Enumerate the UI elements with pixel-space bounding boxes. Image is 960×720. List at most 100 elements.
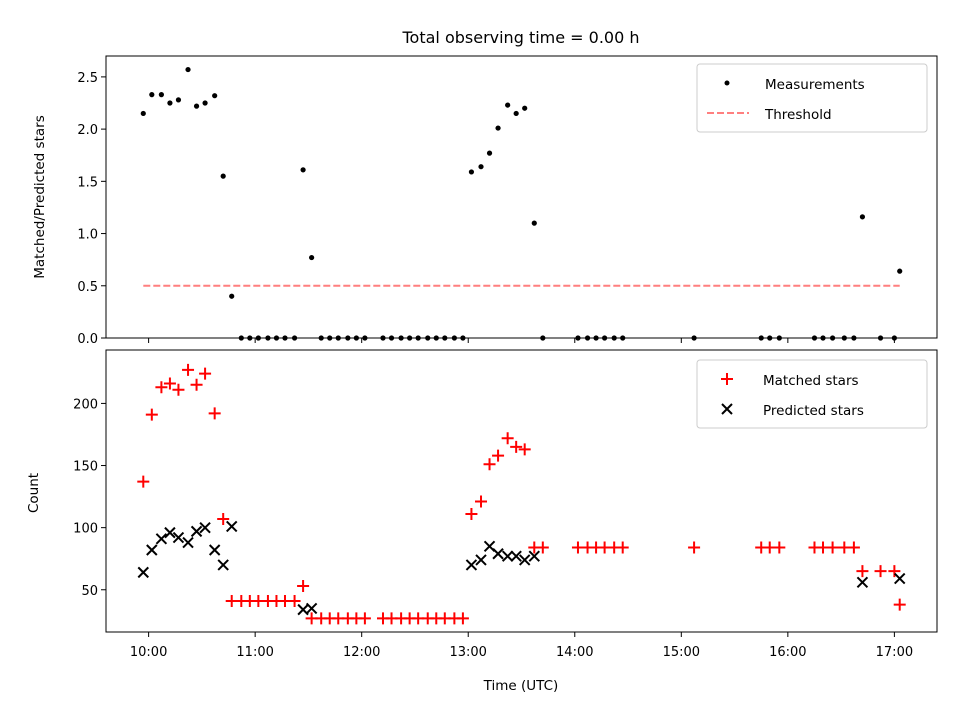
predicted-star-point (305, 602, 318, 615)
measurement-point (513, 110, 519, 117)
matched-star-point (190, 378, 203, 391)
matched-star-point (456, 612, 469, 625)
matched-star-point (483, 458, 496, 471)
matched-star-point (155, 381, 168, 394)
measurement-point (140, 110, 146, 117)
y-tick-label: 150 (73, 460, 98, 475)
matched-star-point (297, 580, 310, 593)
ratio-y-axis-label: Matched/Predicted stars (32, 115, 48, 278)
predicted-star-point (856, 576, 869, 589)
measurement-point (478, 164, 484, 170)
predicted-star-point (528, 550, 540, 562)
measurement-point (468, 169, 475, 175)
predicted-star-point (518, 554, 531, 566)
y-tick-label: 2.0 (77, 123, 98, 138)
measurement-point (158, 92, 164, 98)
y-tick-label: 1.0 (77, 228, 98, 243)
measurement-point (531, 220, 537, 226)
predicted-star-point (894, 572, 906, 585)
matched-star-point (893, 598, 906, 611)
predicted-star-point (208, 544, 221, 556)
measurement-point (522, 105, 528, 111)
predicted-star-point (164, 526, 176, 539)
matched-star-point (536, 541, 549, 554)
matched-star-point (217, 512, 230, 525)
predicted-star-point (475, 554, 487, 566)
ratio-panel: Matched/Predicted stars 0.0 0.5 1.0 1.5 2.0 2… (32, 55, 938, 347)
measurement-point (486, 150, 493, 156)
matched-star-point (856, 565, 869, 578)
matched-star-point (874, 565, 887, 578)
measurement-point (185, 66, 191, 73)
legend-measurements-marker (724, 80, 730, 86)
measurement-point (220, 173, 226, 179)
measurement-point (212, 93, 218, 99)
predicted-star-point (190, 525, 203, 538)
measurement-point (229, 293, 235, 299)
matched-star-point (847, 541, 860, 554)
predicted-star-point (217, 559, 229, 571)
matched-star-point (137, 475, 150, 488)
x-tick-label: 13:00 (449, 645, 486, 660)
ratio-plot-frame (105, 55, 938, 339)
ratio-x-ticks (148, 338, 895, 343)
matched-star-point (688, 541, 701, 554)
measurement-point (309, 254, 315, 261)
matched-star-point (492, 449, 505, 462)
chart-title: Total observing time = 0.00 h (401, 28, 639, 47)
matched-star-point (501, 432, 514, 445)
legend-predicted-marker (721, 403, 733, 415)
measurement-point (495, 125, 501, 131)
predicted-star-point (146, 544, 158, 556)
measurement-point (859, 214, 866, 220)
legend-matched-marker (721, 373, 733, 385)
matched-star-point (888, 565, 901, 578)
y-tick-label: 200 (73, 397, 98, 412)
x-tick-label: 11:00 (236, 645, 273, 660)
measurement-point (505, 102, 511, 108)
matched-star-point (163, 377, 176, 390)
predicted-star-point (510, 550, 522, 562)
counts-y-ticks: 50 100 150 200 (73, 397, 106, 599)
x-tick-label: 15:00 (663, 645, 700, 660)
y-tick-label: 50 (81, 584, 98, 599)
x-tick-label: 12:00 (343, 645, 380, 660)
ratio-legend: Measurements Threshold (696, 63, 928, 133)
x-tick-label: 10:00 (130, 645, 167, 660)
y-tick-label: 0.5 (77, 280, 98, 295)
predicted-star-point (501, 550, 514, 562)
counts-legend-box (696, 359, 928, 429)
matched-star-point (616, 541, 629, 554)
ratio-series (140, 66, 903, 341)
counts-legend: Matched stars Predicted stars (696, 359, 928, 429)
measurement-point (175, 97, 182, 103)
predicted-star-point (137, 566, 149, 579)
matched-star-point (145, 408, 158, 421)
matched-star-point (208, 407, 221, 420)
counts-x-ticks: 10:00 11:00 12:00 13:00 14:00 15:00 16:00 17:00 (130, 632, 913, 660)
counts-plot-frame (105, 349, 938, 633)
matched-star-point (288, 594, 301, 607)
y-tick-label: 1.5 (77, 175, 98, 190)
matched-star-point (358, 612, 371, 625)
matched-star-point (773, 541, 786, 554)
measurement-point (193, 103, 200, 109)
legend-predicted-label: Predicted stars (763, 403, 864, 419)
measurement-point (300, 167, 306, 173)
ratio-y-ticks: 0.0 0.5 1.0 1.5 2.0 2.5 (77, 71, 106, 347)
measurement-point (202, 100, 208, 106)
predicted-star-point (155, 533, 168, 545)
y-tick-label: 0.0 (77, 332, 98, 347)
predicted-star-point (465, 559, 478, 571)
counts-y-axis-label: Count (26, 473, 42, 513)
measurement-point (167, 100, 173, 106)
matched-star-point (172, 383, 185, 396)
matched-star-point (518, 443, 531, 456)
matched-star-point (465, 507, 478, 520)
matched-star-point (182, 363, 195, 376)
matched-star-point (475, 495, 488, 508)
matched-star-point (199, 367, 212, 380)
predicted-star-point (172, 531, 185, 544)
